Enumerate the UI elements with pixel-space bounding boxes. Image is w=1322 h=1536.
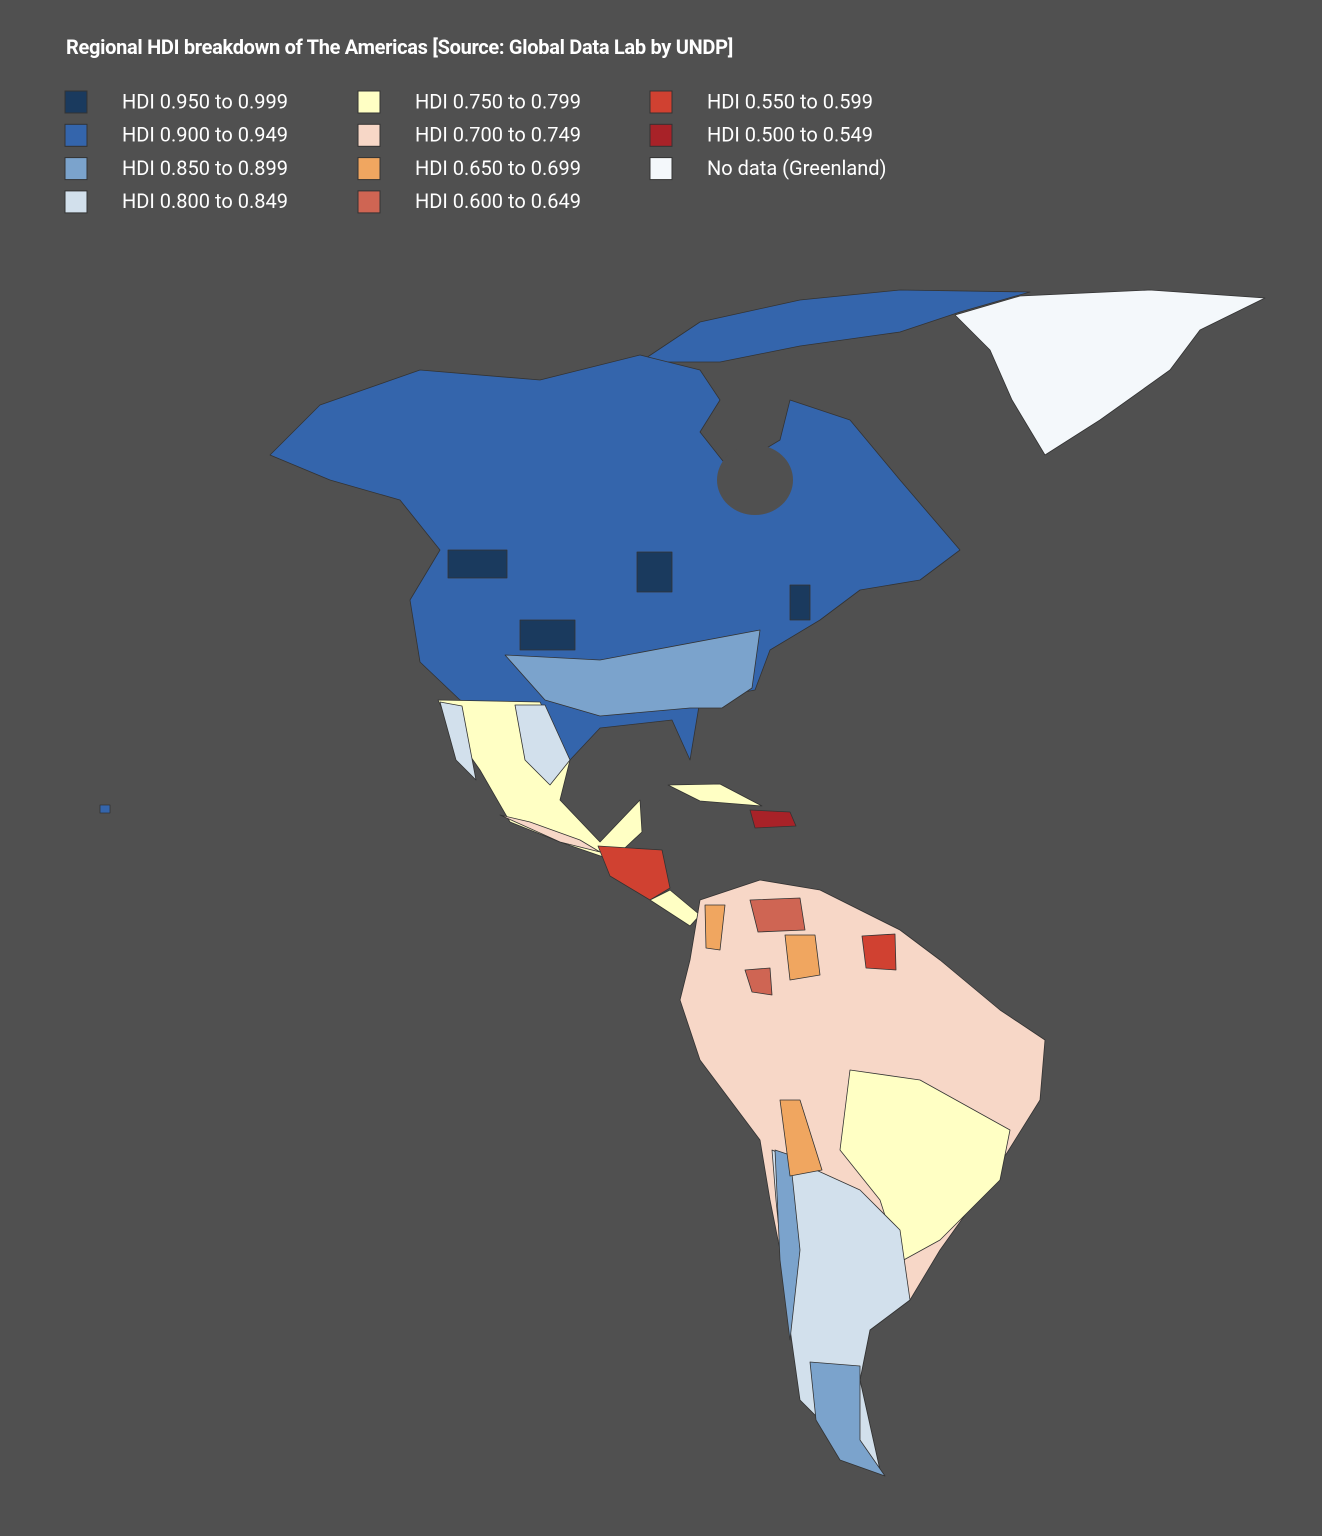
- legend-label: HDI 0.500 to 0.549: [707, 123, 873, 147]
- region: [636, 551, 673, 593]
- regions: [99, 289, 1266, 1477]
- region: [809, 1361, 886, 1477]
- legend-swatch: [64, 123, 88, 147]
- legend-label: HDI 0.750 to 0.799: [415, 89, 581, 113]
- region: [789, 584, 811, 621]
- legend-label: HDI 0.800 to 0.849: [122, 189, 288, 213]
- region: [639, 289, 1031, 363]
- map-title: Regional HDI breakdown of The Americas […: [66, 35, 733, 59]
- legend-swatch: [649, 90, 673, 114]
- legend: HDI 0.950 to 0.999 HDI 0.900 to 0.949 HDI …: [64, 89, 887, 214]
- region: [954, 289, 1266, 456]
- region: [499, 814, 601, 853]
- legend-label: HDI 0.600 to 0.649: [415, 189, 581, 213]
- region: [519, 619, 576, 651]
- region: [439, 701, 477, 781]
- region: [504, 629, 761, 717]
- region: [744, 967, 773, 996]
- region: [704, 904, 726, 951]
- legend-swatch: [649, 157, 673, 181]
- legend-swatch: [649, 123, 673, 147]
- legend-label: HDI 0.900 to 0.949: [122, 123, 288, 147]
- water: [717, 445, 793, 515]
- legend-swatch: [64, 190, 88, 214]
- region: [749, 897, 806, 933]
- region: [667, 783, 763, 807]
- legend-swatch: [64, 90, 88, 114]
- region: [861, 933, 897, 971]
- legend-label: HDI 0.700 to 0.749: [415, 123, 581, 147]
- legend-swatch: [64, 157, 88, 181]
- region: [269, 354, 961, 761]
- legend-swatch: [357, 123, 381, 147]
- legend-swatch: [357, 157, 381, 181]
- region: [779, 1099, 823, 1177]
- legend-label: HDI 0.850 to 0.899: [122, 156, 288, 180]
- legend-label: No data (Greenland): [707, 156, 887, 180]
- region: [447, 549, 508, 579]
- region: [99, 804, 111, 814]
- region: [839, 1069, 1011, 1263]
- legend-label: HDI 0.650 to 0.699: [415, 156, 581, 180]
- legend-swatch: [357, 90, 381, 114]
- legend-label: HDI 0.950 to 0.999: [122, 89, 288, 113]
- region: [749, 809, 797, 829]
- legend-swatch: [357, 190, 381, 214]
- region: [514, 704, 571, 786]
- legend-label: HDI 0.550 to 0.599: [707, 89, 873, 113]
- region: [597, 845, 671, 901]
- region: [784, 934, 821, 981]
